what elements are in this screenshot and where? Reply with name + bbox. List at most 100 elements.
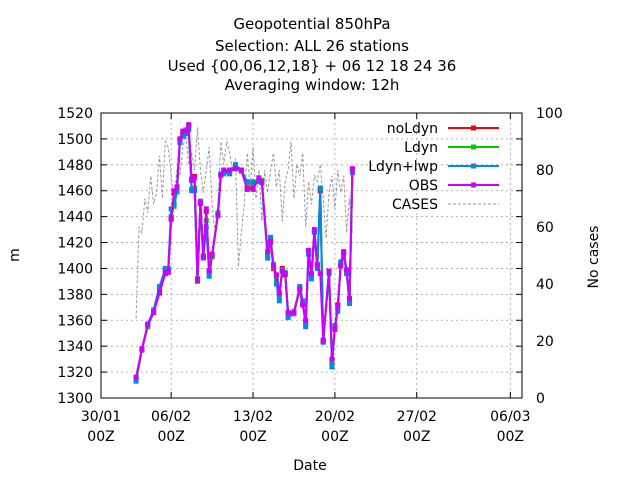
data-point bbox=[270, 263, 276, 269]
x-tick-label: 00Z bbox=[403, 429, 430, 445]
data-point bbox=[256, 179, 262, 185]
data-point bbox=[314, 262, 320, 268]
chart-title-line: Selection: ALL 26 stations bbox=[215, 37, 409, 55]
data-point bbox=[317, 185, 323, 191]
data-point bbox=[183, 131, 189, 137]
data-point bbox=[232, 166, 238, 172]
y-tick-label: 1460 bbox=[57, 184, 93, 200]
data-point bbox=[256, 175, 262, 181]
data-point bbox=[268, 234, 274, 240]
data-point bbox=[162, 265, 168, 271]
data-point bbox=[174, 188, 180, 194]
data-point bbox=[171, 188, 177, 194]
y-tick-label: 1340 bbox=[57, 339, 93, 355]
data-point bbox=[238, 167, 244, 173]
x-tick-label: 00Z bbox=[87, 429, 114, 445]
y2-tick-label: 40 bbox=[536, 277, 554, 293]
x-tick-label: 06/02 bbox=[151, 409, 191, 425]
data-point bbox=[183, 128, 189, 134]
x-tick-label: 27/02 bbox=[397, 409, 437, 425]
data-point bbox=[221, 167, 227, 173]
data-point bbox=[180, 133, 186, 139]
data-point bbox=[332, 325, 338, 331]
data-point bbox=[215, 212, 221, 218]
data-point bbox=[338, 263, 344, 269]
data-point bbox=[174, 184, 180, 190]
y-tick-label: 1420 bbox=[57, 236, 93, 252]
legend-marker bbox=[471, 163, 476, 169]
data-point bbox=[206, 268, 212, 274]
legend-label: Ldyn+lwp bbox=[368, 159, 438, 175]
data-point bbox=[145, 321, 151, 327]
x-tick-label: 06/03 bbox=[490, 409, 530, 425]
data-point bbox=[282, 271, 288, 277]
data-point bbox=[268, 238, 274, 244]
legend-label: OBS bbox=[409, 178, 438, 194]
data-point bbox=[156, 284, 162, 290]
data-point bbox=[162, 269, 168, 275]
y2-tick-label: 20 bbox=[536, 334, 554, 350]
data-point bbox=[244, 179, 250, 185]
data-point bbox=[309, 276, 314, 282]
y-axis-label: m bbox=[7, 248, 23, 262]
data-point bbox=[227, 171, 233, 177]
data-point bbox=[156, 289, 162, 295]
data-point bbox=[344, 267, 350, 273]
data-point bbox=[341, 249, 347, 255]
x-tick-label: 00Z bbox=[157, 429, 184, 445]
data-point bbox=[206, 273, 212, 279]
y-tick-label: 1360 bbox=[57, 313, 93, 329]
data-point bbox=[349, 166, 355, 172]
data-point bbox=[177, 136, 183, 142]
data-point bbox=[250, 180, 256, 186]
data-point bbox=[189, 188, 195, 194]
legend-label: noLdyn bbox=[387, 121, 438, 137]
data-point bbox=[276, 298, 282, 304]
data-point bbox=[329, 356, 335, 362]
data-point bbox=[317, 271, 323, 277]
data-point bbox=[259, 179, 265, 185]
y-tick-label: 1500 bbox=[57, 132, 93, 148]
data-point bbox=[221, 170, 227, 176]
data-point bbox=[192, 175, 198, 181]
data-point bbox=[306, 247, 312, 253]
data-point bbox=[165, 269, 171, 275]
data-point bbox=[232, 162, 238, 168]
data-point bbox=[133, 378, 139, 384]
data-point bbox=[297, 286, 303, 292]
plot-frame bbox=[100, 112, 523, 399]
data-point bbox=[186, 122, 192, 128]
legend-marker bbox=[471, 125, 476, 131]
chart-title-line: Averaging window: 12h bbox=[225, 76, 400, 94]
data-point bbox=[309, 271, 314, 277]
data-point bbox=[291, 310, 297, 315]
y-tick-label: 1480 bbox=[57, 158, 93, 174]
x-axis-label: Date bbox=[293, 458, 326, 474]
y2-tick-label: 60 bbox=[536, 220, 554, 236]
chart-title-line: Geopotential 850hPa bbox=[233, 15, 390, 33]
data-point bbox=[139, 346, 145, 352]
data-point bbox=[171, 201, 177, 207]
y-tick-label: 1440 bbox=[57, 210, 93, 226]
data-point bbox=[171, 203, 177, 209]
y2-tick-label: 0 bbox=[536, 391, 545, 407]
x-tick-label: 00Z bbox=[239, 429, 266, 445]
data-point bbox=[203, 206, 209, 212]
y2-tick-label: 100 bbox=[536, 106, 563, 122]
data-point bbox=[347, 300, 353, 306]
x-tick-label: 20/02 bbox=[315, 409, 355, 425]
data-point bbox=[133, 374, 139, 380]
y2-axis-label: No cases bbox=[586, 226, 602, 289]
data-point bbox=[303, 317, 309, 323]
data-point bbox=[250, 186, 256, 192]
y-tick-label: 1400 bbox=[57, 261, 93, 277]
data-point bbox=[194, 277, 200, 283]
data-point bbox=[244, 186, 250, 192]
data-point bbox=[303, 324, 309, 330]
data-point bbox=[273, 281, 279, 287]
data-point bbox=[209, 253, 215, 258]
data-point bbox=[320, 338, 326, 344]
x-tick-label: 00Z bbox=[497, 429, 524, 445]
data-point bbox=[285, 310, 291, 315]
